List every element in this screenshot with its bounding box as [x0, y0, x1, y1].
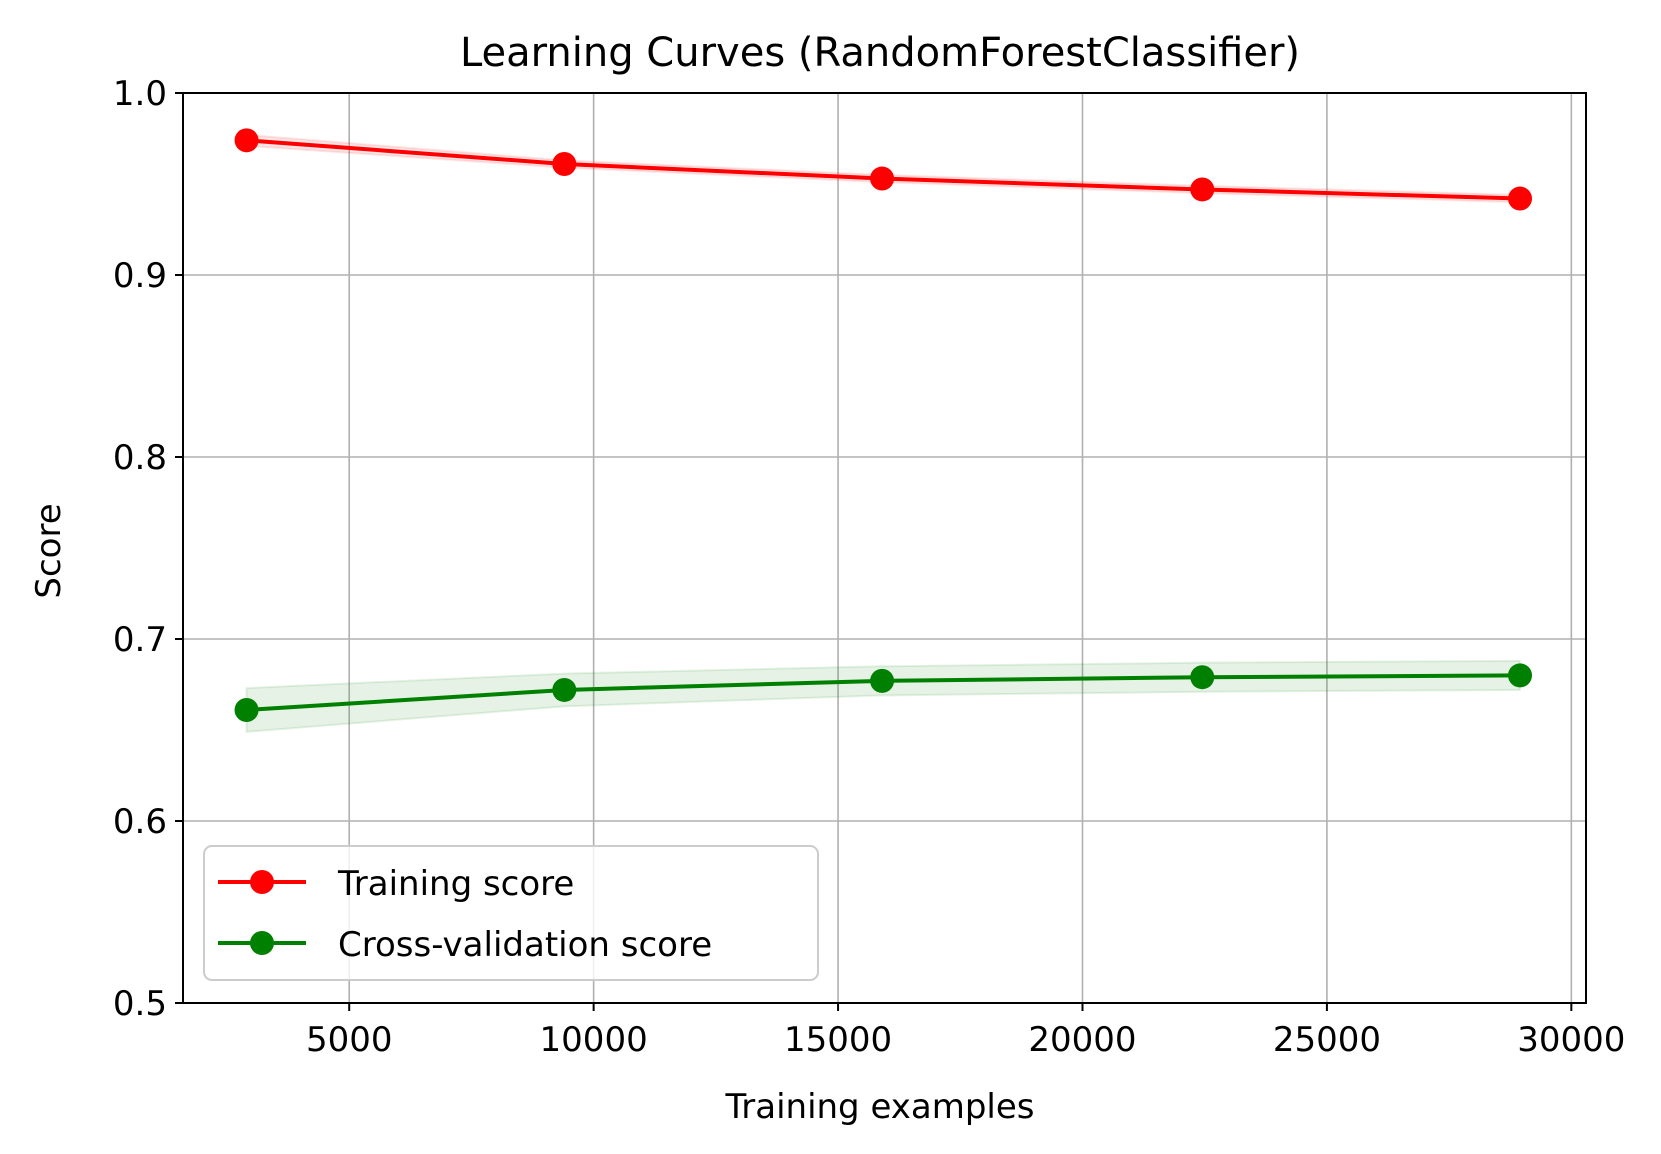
- y-axis-label: Score: [29, 503, 69, 598]
- x-tick-label: 25000: [1273, 1020, 1381, 1060]
- x-tick-label: 5000: [306, 1020, 393, 1060]
- y-tick-label: 0.6: [113, 802, 167, 842]
- cross-validation-point: [234, 697, 259, 722]
- y-tick-label: 0.5: [113, 984, 167, 1024]
- cross-validation-point: [870, 668, 895, 693]
- training-point: [552, 151, 577, 176]
- x-tick-label: 10000: [540, 1020, 648, 1060]
- legend-box: [203, 845, 819, 981]
- training-point: [1508, 186, 1533, 211]
- y-tick-label: 1.0: [113, 74, 167, 114]
- y-tick-label: 0.7: [113, 620, 167, 660]
- cross-validation-point: [552, 677, 577, 702]
- x-tick-label: 30000: [1517, 1020, 1625, 1060]
- cross-validation-point: [1508, 663, 1533, 688]
- y-tick-label: 0.9: [113, 256, 167, 296]
- plot-area-frame: [182, 92, 1587, 1004]
- cross-validation-point: [1190, 665, 1215, 690]
- legend-label-training: Training score: [337, 864, 574, 904]
- series-lines: [246, 138, 1521, 712]
- training-point: [870, 166, 895, 191]
- legend-marker-training: [250, 870, 274, 894]
- x-axis-label: Training examples: [724, 1087, 1034, 1127]
- confidence-bands: [245, 133, 1522, 733]
- training-point: [1190, 177, 1215, 202]
- x-tick-label: 15000: [784, 1020, 892, 1060]
- chart-title: Learning Curves (RandomForestClassifier): [460, 30, 1300, 76]
- training-point: [234, 128, 259, 153]
- axis-ticks: 5000 10000 15000 20000 25000 30000 0.5 0.6 0.7 0.…: [113, 74, 1625, 1060]
- legend-label-cross-validation: Cross-validation score: [338, 925, 712, 965]
- legend: Training score Cross-validation score: [203, 845, 819, 981]
- y-tick-label: 0.8: [113, 438, 167, 478]
- legend-marker-cross-validation: [250, 931, 274, 955]
- series-points: [234, 128, 1533, 722]
- x-tick-label: 20000: [1028, 1020, 1136, 1060]
